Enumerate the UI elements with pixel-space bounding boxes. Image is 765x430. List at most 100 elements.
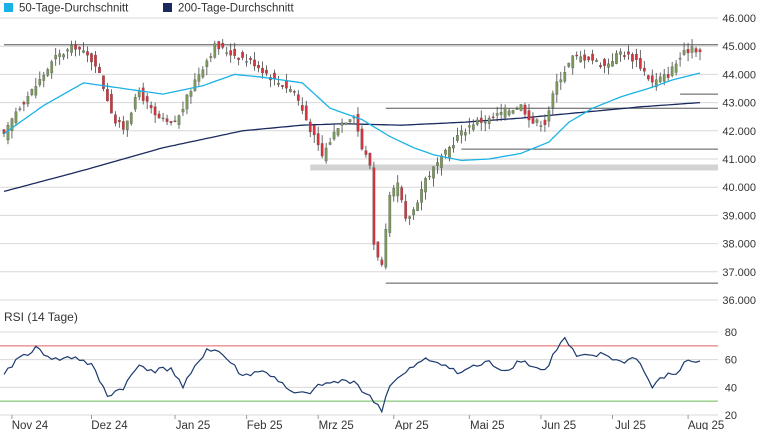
candle-body [26,96,30,105]
candle-body [547,110,551,122]
candle-body [543,119,547,125]
candle-body [384,228,388,268]
candle-body [6,124,10,141]
legend-label-ma50: 50-Tage-Durchschnitt [19,3,129,15]
candle-body [78,46,81,50]
candle [475,117,479,127]
price-y-tick-label: 44.000 [722,69,756,81]
candle [145,92,149,110]
candle [169,121,173,126]
candle-body [448,147,451,158]
candle [555,73,559,103]
candle-body [463,132,467,136]
candle [241,50,244,61]
candle [90,52,93,71]
candle-body [58,53,62,57]
candle-body [237,57,241,60]
candle [623,51,626,60]
candle [686,42,690,62]
price-y-tick-label: 42.000 [722,126,756,138]
x-tick-label: Mrz 25 [319,420,354,430]
candle-body [523,104,527,115]
candle-body [344,122,348,125]
candle-body [245,61,248,63]
candle [193,73,197,92]
candle [38,71,42,88]
candle [46,67,50,78]
rsi-y-tick-label: 20 [725,410,737,422]
candle [575,51,579,60]
candle-body [300,105,304,111]
rsi-reference-lines [0,345,718,402]
candle [161,112,165,122]
candle [54,47,58,66]
candle [261,61,264,79]
candle-body [467,125,471,128]
candle [666,66,670,81]
candle [98,63,101,74]
x-tick-label: Nov 24 [12,420,49,430]
candle [197,67,201,86]
candle-body [94,54,97,67]
candle-body [475,119,479,125]
ma50-line [3,72,701,162]
ma200-layer [3,101,701,193]
candle-body [615,53,618,64]
candle-body [595,60,598,62]
candle-body [364,150,368,155]
candle [265,65,268,77]
candle [74,40,77,57]
price-panel: 46.000 45.000 44.000 43.000 42.000 41.000 40.0… [0,13,756,307]
candle [380,256,384,267]
candle [463,128,467,142]
candle [102,75,105,92]
candle-body [519,104,523,111]
candle [619,48,622,62]
candle-body [571,55,575,69]
candle [511,109,515,115]
candle-body [503,107,507,118]
candle-body [627,51,630,55]
candle-body [388,194,392,233]
candle [424,176,427,200]
x-tick-label: Apr 25 [395,420,429,430]
candle-body [674,63,678,73]
rsi-line [3,336,701,414]
candle-body [229,50,233,56]
price-y-tick-label: 45.000 [722,41,756,53]
candle-body [515,108,519,110]
candle-body [90,53,93,63]
candle [527,103,531,128]
candle-body [253,59,256,67]
candle [376,241,380,261]
candle-body [642,67,646,72]
candle [479,110,483,131]
candle [408,215,412,225]
price-plot-area [0,18,718,303]
candle-body [666,74,670,78]
x-tick-label: Feb 25 [247,420,283,430]
candle-body [289,88,292,92]
candle [642,61,646,76]
candle [201,66,205,79]
candle [567,62,571,68]
candle-body [277,82,280,85]
candle-body [221,43,225,48]
candles-layer [2,39,702,270]
candle [432,166,435,187]
ma200-line [3,101,701,193]
candle [149,101,153,114]
candle-body [157,113,161,119]
candle-body [507,110,511,116]
candle-body [185,94,189,110]
candle [543,114,547,132]
candle [173,115,177,123]
candle [388,191,392,238]
price-y-tick-label: 40.000 [722,182,756,194]
candle [682,42,686,56]
candle [237,57,241,66]
candle [217,40,221,55]
candle-body [169,121,173,123]
candle [631,52,634,69]
ma50-layer [3,72,701,162]
